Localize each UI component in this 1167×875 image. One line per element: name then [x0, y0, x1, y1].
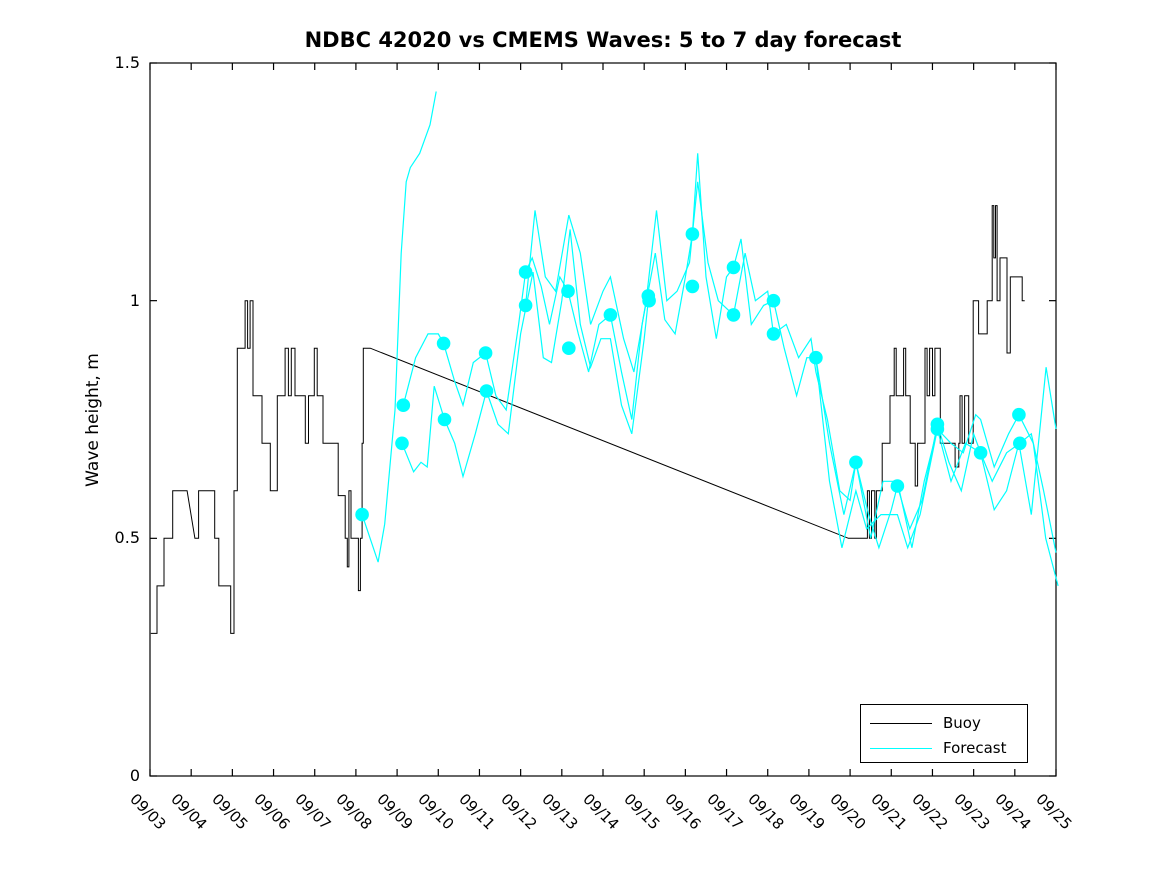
forecast-start-marker: [603, 308, 618, 322]
chart-title: NDBC 42020 vs CMEMS Waves: 5 to 7 day fo…: [304, 28, 902, 52]
forecast-start-marker: [973, 446, 988, 460]
forecast-start-marker: [726, 308, 741, 322]
forecast-start-marker: [561, 284, 575, 299]
y-tick-label: 0: [129, 766, 140, 785]
forecast-start-marker: [1013, 436, 1027, 451]
forecast-start-marker: [437, 412, 452, 427]
forecast-start-marker: [396, 398, 411, 413]
forecast-series-line-5: [815, 357, 1057, 553]
legend-item-forecast: Forecast: [861, 735, 1027, 761]
forecast-start-marker: [479, 384, 494, 398]
buoy-series-line: [150, 205, 1025, 634]
legend-label-forecast: Forecast: [943, 739, 1007, 757]
forecast-series-line-1: [361, 91, 437, 563]
forecast-start-marker: [562, 341, 576, 356]
axes-box: [149, 62, 1057, 777]
forecast-line-sample: [870, 747, 932, 749]
y-tick-label: 1.5: [114, 53, 140, 72]
forecast-start-marker: [518, 298, 533, 313]
legend-item-buoy: Buoy: [861, 710, 1027, 736]
legend: Buoy Forecast: [860, 704, 1028, 763]
forecast-start-marker: [1012, 407, 1026, 422]
forecast-start-marker: [395, 436, 409, 451]
forecast-start-marker: [685, 279, 700, 294]
legend-label-buoy: Buoy: [943, 714, 981, 732]
y-tick-label: 0.5: [114, 528, 140, 548]
forecast-start-marker: [930, 422, 945, 436]
forecast-start-marker: [518, 265, 533, 279]
forecast-start-marker: [849, 455, 863, 470]
forecast-start-marker: [355, 507, 369, 522]
y-tick-label: 1: [129, 290, 140, 310]
forecast-start-marker: [766, 327, 781, 341]
forecast-start-marker: [766, 293, 781, 308]
forecast-start-marker: [726, 260, 741, 275]
forecast-start-marker: [685, 227, 700, 241]
forecast-start-marker: [436, 336, 451, 351]
forecast-series-line-3: [402, 153, 1057, 550]
forecast-start-marker: [478, 346, 493, 360]
forecast-start-marker: [642, 293, 656, 308]
buoy-line-sample: [870, 722, 932, 724]
forecast-start-marker: [809, 350, 823, 365]
forecast-series-line-4: [525, 181, 1059, 587]
forecast-start-marker: [890, 479, 905, 493]
